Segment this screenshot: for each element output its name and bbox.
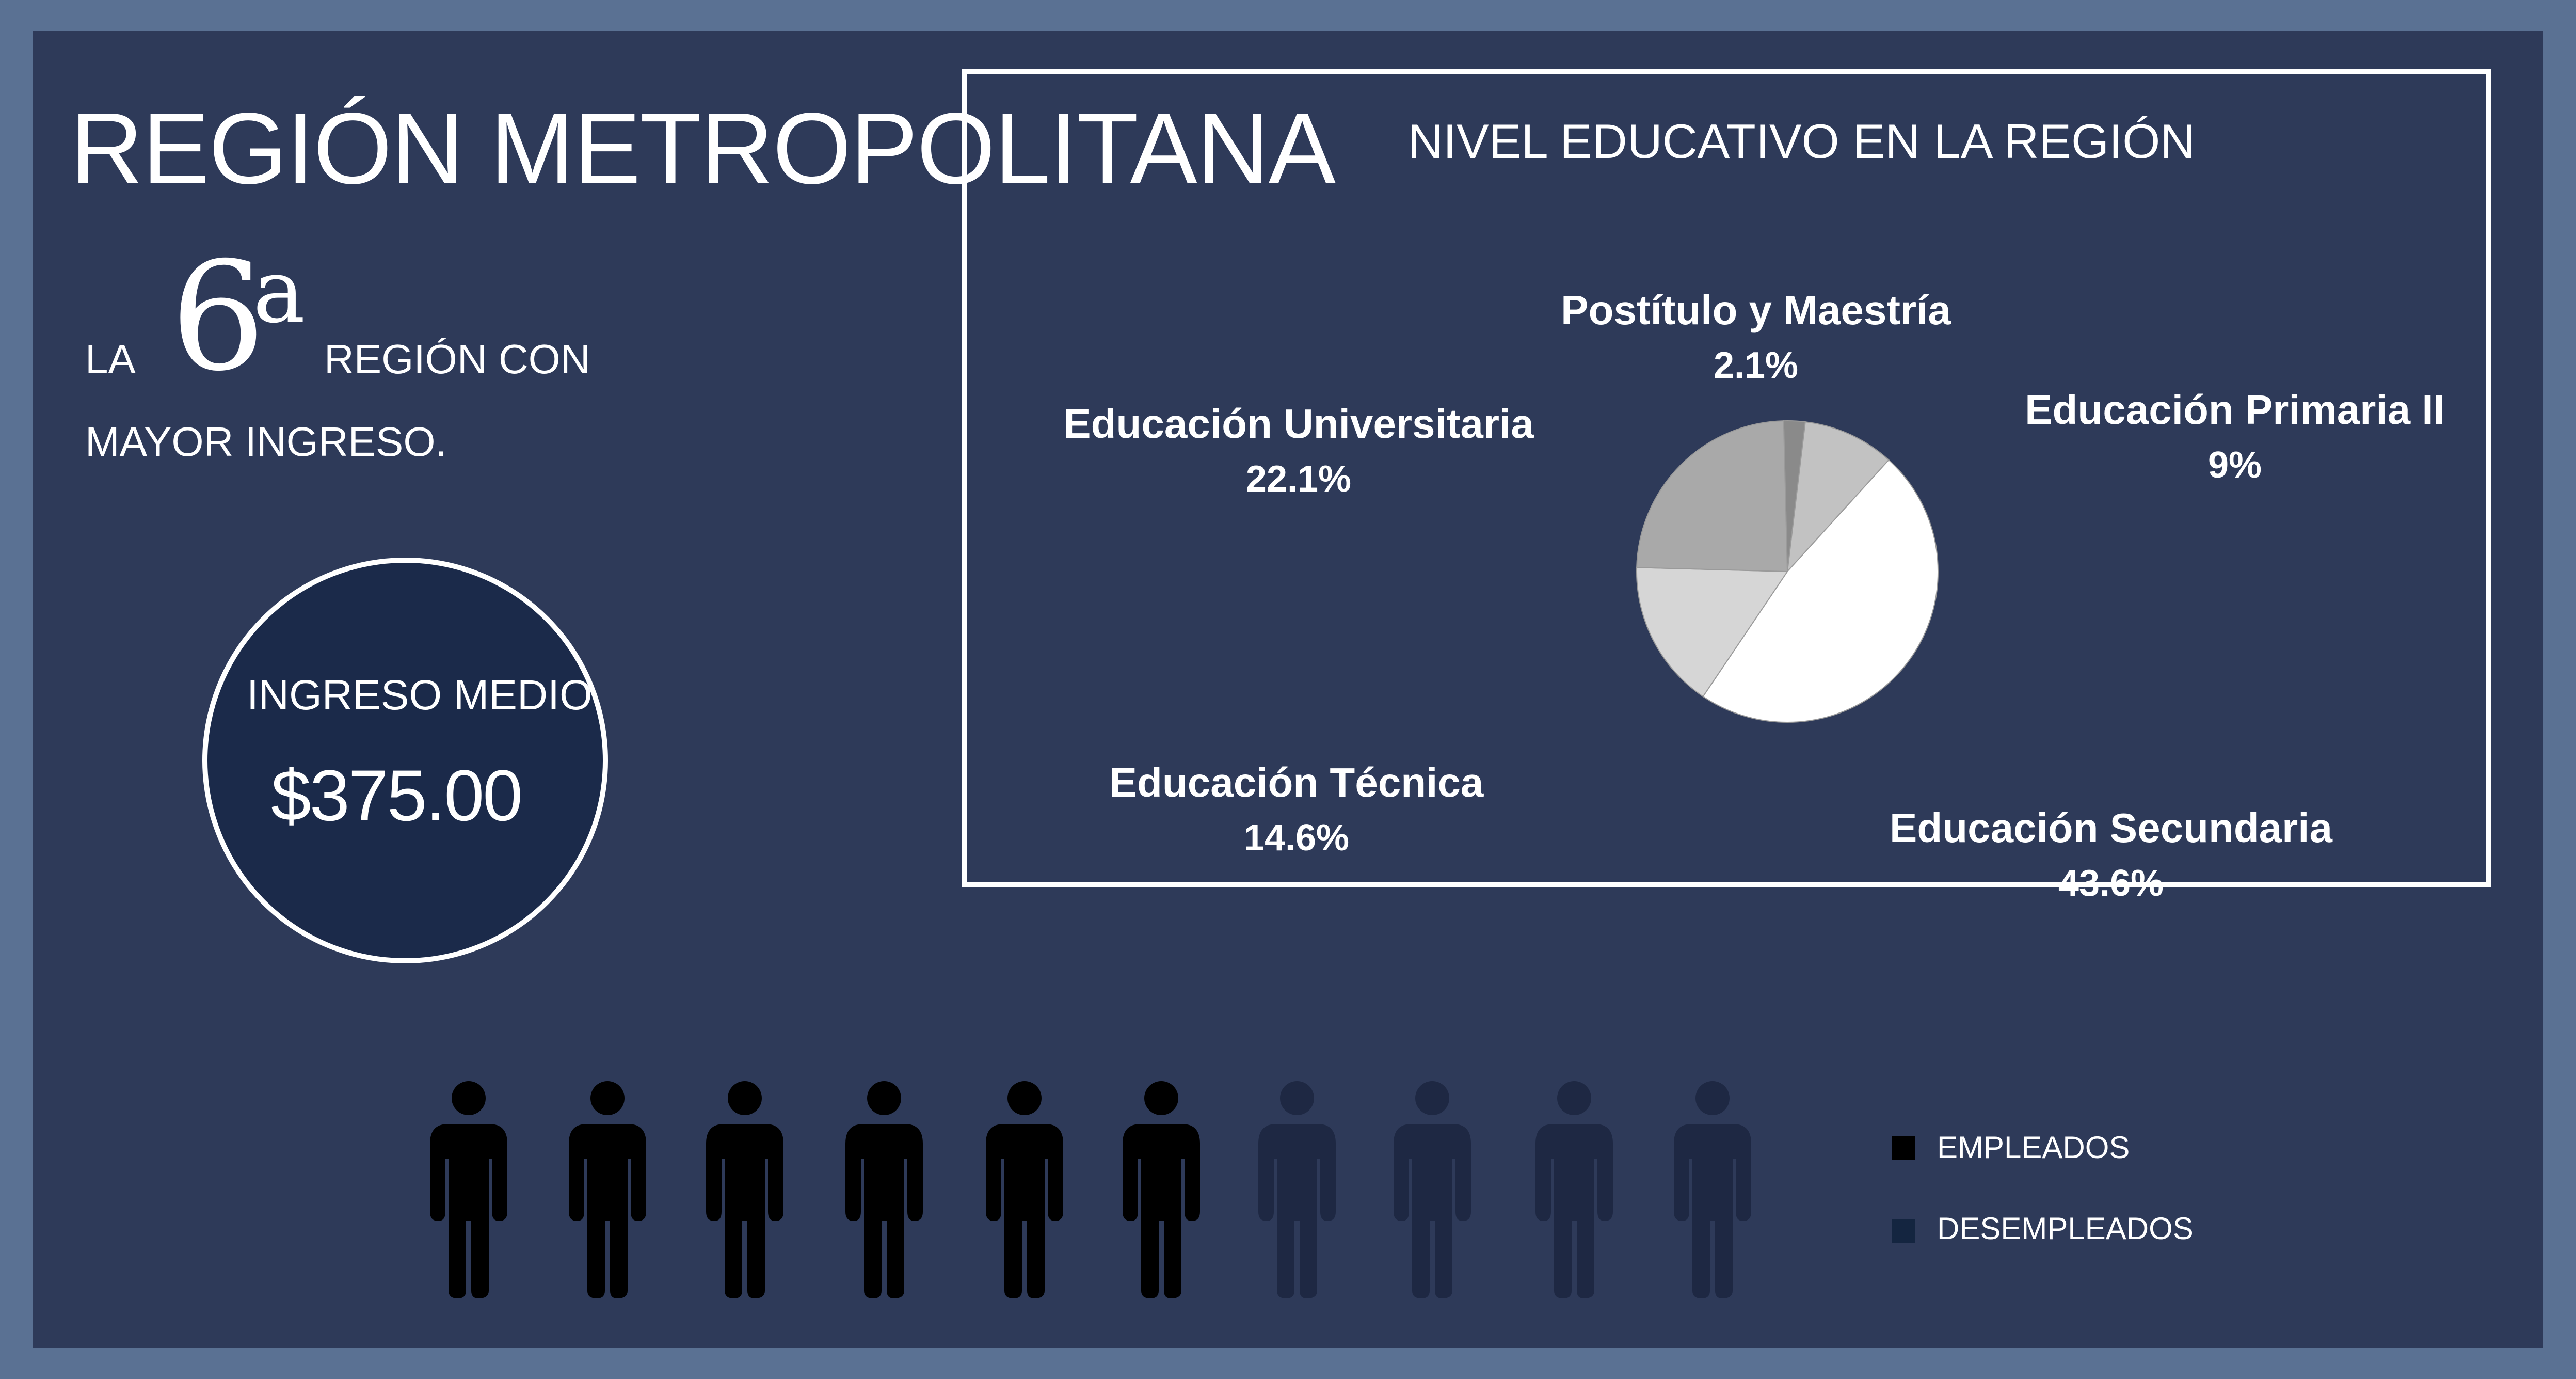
pie-slice bbox=[1702, 459, 1939, 723]
legend-label-employed: EMPLEADOS bbox=[1937, 1130, 2130, 1165]
person-unemployed-icon bbox=[1669, 1076, 1756, 1301]
pie-slice-label: Postítulo y Maestría bbox=[1561, 287, 1951, 333]
legend-label-unemployed: DESEMPLEADOS bbox=[1937, 1211, 2194, 1246]
income-value: $375.00 bbox=[271, 755, 523, 836]
person-unemployed-icon bbox=[1253, 1076, 1341, 1301]
pie-slice-value: 2.1% bbox=[1713, 345, 1799, 386]
income-circle bbox=[202, 558, 608, 963]
rank-number: 6 bbox=[170, 230, 266, 404]
pie-slice-label: Educación Secundaria bbox=[1889, 805, 2333, 851]
person-unemployed-icon bbox=[1388, 1076, 1476, 1301]
pie-slice-value: 43.6% bbox=[2058, 863, 2164, 904]
person-employed-icon bbox=[1117, 1076, 1205, 1301]
pie-slice-label: Educación Universitaria bbox=[1063, 401, 1534, 447]
legend-swatch-employed bbox=[1892, 1136, 1915, 1160]
person-employed-icon bbox=[981, 1076, 1068, 1301]
rank-prefix: LA bbox=[85, 336, 136, 382]
pie-slice-value: 14.6% bbox=[1243, 817, 1350, 859]
rank-superscript: a bbox=[253, 241, 306, 343]
pie-slice bbox=[1636, 567, 1788, 698]
person-employed-icon bbox=[564, 1076, 651, 1301]
pie-slice bbox=[1786, 421, 1890, 573]
pie-slice-value: 22.1% bbox=[1245, 458, 1352, 500]
rank-suffix: REGIÓN CON bbox=[324, 336, 590, 382]
pie-slice bbox=[1636, 420, 1788, 573]
person-unemployed-icon bbox=[1530, 1076, 1618, 1301]
pie-slice-label: Educación Técnica bbox=[1109, 759, 1484, 805]
chart-title: NIVEL EDUCATIVO EN LA REGIÓN bbox=[1408, 114, 2196, 168]
page-title: REGIÓN METROPOLITANA bbox=[70, 92, 1336, 205]
person-employed-icon bbox=[701, 1076, 789, 1301]
person-employed-icon bbox=[425, 1076, 513, 1301]
legend-swatch-unemployed bbox=[1892, 1219, 1915, 1243]
income-label: INGRESO MEDIO bbox=[247, 672, 593, 719]
rank-second-line: MAYOR INGRESO. bbox=[85, 419, 447, 465]
person-employed-icon bbox=[840, 1076, 928, 1301]
pie-slice-label: Educación Primaria II bbox=[2025, 387, 2445, 433]
chart-frame bbox=[962, 69, 2491, 887]
pie-slice-value: 9% bbox=[2207, 445, 2262, 486]
